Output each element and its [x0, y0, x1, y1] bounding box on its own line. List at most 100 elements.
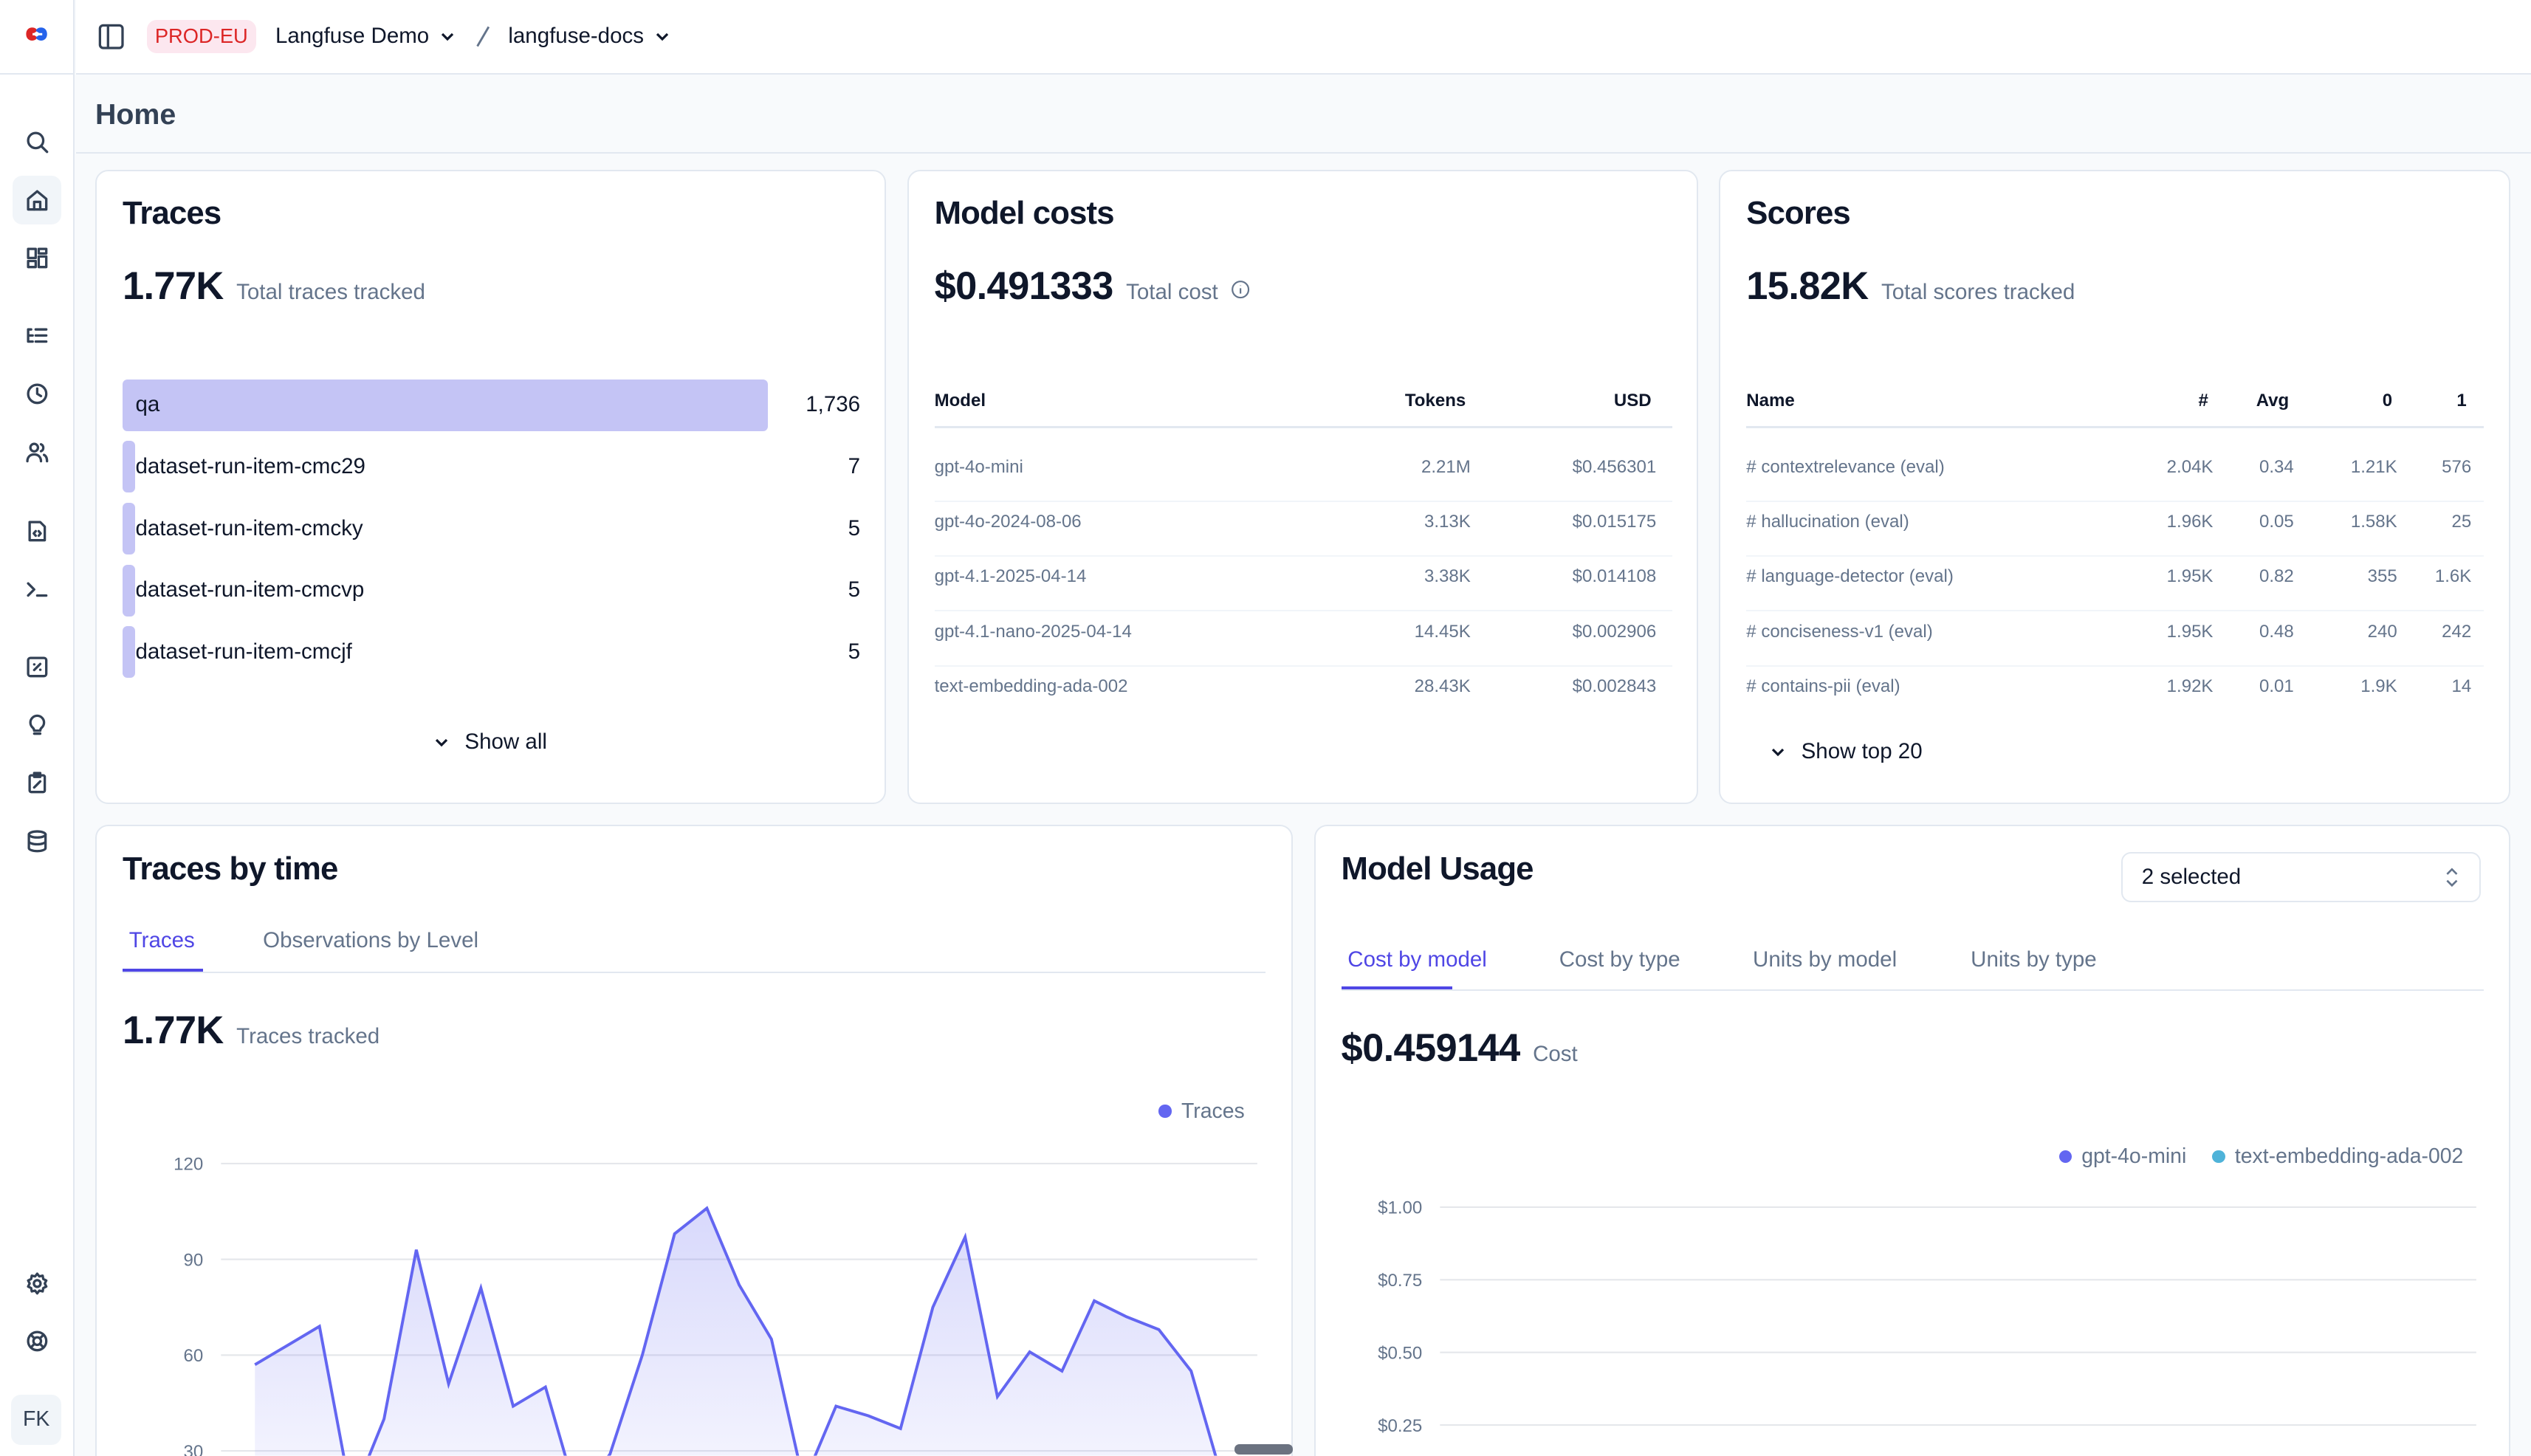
trace-bar [122, 379, 769, 431]
model-select[interactable]: 2 selected [2120, 852, 2482, 902]
table-cell: 0.48 [2259, 621, 2294, 642]
header-divider [1746, 425, 2484, 429]
organization-switcher[interactable]: Langfuse Demo [275, 24, 456, 49]
table-cell: $0.456301 [1572, 456, 1657, 477]
active-tab-indicator [122, 968, 204, 972]
langfuse-logo-icon[interactable] [23, 24, 50, 45]
traces-area [255, 1208, 1216, 1456]
column-header: Tokens [1404, 390, 1466, 411]
trace-name-row[interactable]: dataset-run-item-cmcky 5 [122, 503, 860, 554]
tab-traces[interactable]: Traces [128, 927, 195, 952]
tab-cost-by-model[interactable]: Cost by model [1347, 947, 1487, 972]
lightbulb-icon[interactable] [13, 701, 61, 749]
trace-bar [122, 564, 136, 617]
datasets-database-icon[interactable] [13, 817, 61, 865]
column-header: Avg [2256, 390, 2290, 411]
row-divider [934, 665, 1672, 667]
row-divider [934, 500, 1672, 502]
table-cell: 576 [2442, 456, 2472, 477]
legend-label: Traces [1181, 1099, 1245, 1123]
kpi-label: Traces tracked [236, 1024, 380, 1049]
kpi-label: Total scores tracked [1881, 280, 2075, 305]
page-header: Home [75, 74, 2531, 154]
trace-name-row[interactable]: dataset-run-item-cmc29 7 [122, 441, 860, 493]
table-cell: # contextrelevance (eval) [1746, 456, 1945, 477]
row-divider [934, 610, 1672, 612]
chevron-down-icon [1771, 748, 1785, 757]
card-title: Traces [122, 195, 221, 232]
table-cell: 0.01 [2259, 676, 2294, 696]
table-cell: 3.38K [1424, 566, 1471, 587]
table-cell: 1.95K [2166, 566, 2214, 587]
table-cell: gpt-4.1-2025-04-14 [934, 566, 1087, 587]
playground-terminal-icon[interactable] [13, 565, 61, 614]
scores-card: Scores 15.82K Total scores tracked Name #… [1719, 169, 2510, 804]
home-icon[interactable] [13, 176, 62, 224]
tab-cost-by-type[interactable]: Cost by type [1559, 947, 1680, 972]
breadcrumb-separator-icon [476, 26, 490, 47]
traces-area-chart: 30 60 90 120 [174, 1155, 1257, 1456]
dashboard-icon[interactable] [13, 234, 61, 283]
sessions-clock-icon[interactable] [13, 370, 61, 419]
y-tick-label: 120 [174, 1155, 203, 1175]
tab-divider [122, 971, 1266, 974]
user-avatar[interactable]: FK [11, 1394, 62, 1445]
table-cell: $0.014108 [1572, 566, 1657, 587]
legend-dot [1158, 1105, 1172, 1118]
support-lifebuoy-icon[interactable] [13, 1317, 61, 1366]
row-divider [934, 554, 1672, 557]
table-cell: 0.05 [2259, 511, 2294, 532]
kpi-value: 1.77K [122, 265, 224, 309]
annotation-clipboard-icon[interactable] [13, 759, 61, 808]
column-header: Name [1746, 390, 1795, 411]
chevron-down-icon [435, 738, 447, 747]
table-cell: gpt-4.1-nano-2025-04-14 [934, 621, 1132, 642]
organization-name: Langfuse Demo [275, 24, 430, 49]
info-icon[interactable] [1231, 280, 1250, 299]
model-select-value: 2 selected [2141, 865, 2242, 889]
trace-name-row[interactable]: dataset-run-item-cmcjf 5 [122, 626, 860, 679]
trace-count: 1,736 [806, 392, 861, 417]
table-cell: $0.015175 [1572, 511, 1657, 532]
table-cell: 1.6K [2434, 566, 2472, 587]
trace-count: 5 [848, 577, 861, 602]
scrollbar-thumb[interactable] [1234, 1444, 1293, 1455]
show-all-button[interactable]: Show all [433, 729, 547, 755]
card-title: Model costs [934, 195, 1115, 232]
traces-by-time-card: Traces by time Traces Observations by Le… [95, 825, 1294, 1456]
kpi-value: 15.82K [1746, 265, 1869, 309]
sidebar-toggle-icon[interactable] [97, 22, 126, 51]
kpi-label: Total cost [1126, 280, 1218, 305]
y-tick-label: 30 [184, 1442, 204, 1456]
prompts-file-icon[interactable] [13, 506, 61, 555]
legend-label: text-embedding-ada-002 [2234, 1144, 2464, 1168]
tab-observations-by-level[interactable]: Observations by Level [263, 927, 479, 952]
trace-name-row[interactable]: qa 1,736 [122, 379, 861, 431]
tab-units-by-model[interactable]: Units by model [1753, 947, 1898, 972]
column-header: USD [1613, 390, 1652, 411]
legend-dot [2058, 1150, 2072, 1164]
y-tick-label: $0.25 [1378, 1416, 1422, 1436]
traces-list-icon[interactable] [13, 312, 61, 360]
show-all-label: Show all [464, 729, 547, 754]
settings-icon[interactable] [13, 1259, 61, 1308]
sidebar: FK [0, 0, 75, 1456]
kpi-value: $0.491333 [934, 265, 1114, 309]
y-tick-label: $0.75 [1378, 1271, 1422, 1291]
trace-name-row[interactable]: dataset-run-item-cmcvp 5 [122, 564, 861, 617]
trace-name: dataset-run-item-cmcjf [135, 639, 352, 664]
search-icon[interactable] [13, 118, 61, 167]
row-divider [1746, 665, 2484, 667]
column-header: 0 [2382, 390, 2393, 411]
project-switcher[interactable]: langfuse-docs [508, 24, 671, 49]
evaluation-icon[interactable] [13, 642, 61, 691]
users-icon[interactable] [13, 427, 61, 476]
table-cell: 240 [2367, 621, 2397, 642]
model-usage-card: Model Usage 2 selected Cost by model Cos… [1313, 825, 2510, 1456]
table-cell: 2.21M [1421, 456, 1471, 477]
table-cell: $0.002843 [1572, 676, 1657, 696]
trace-name: qa [135, 392, 160, 417]
tab-units-by-type[interactable]: Units by type [1971, 947, 2097, 972]
show-top-20-button[interactable]: Show top 20 [1769, 739, 1923, 764]
